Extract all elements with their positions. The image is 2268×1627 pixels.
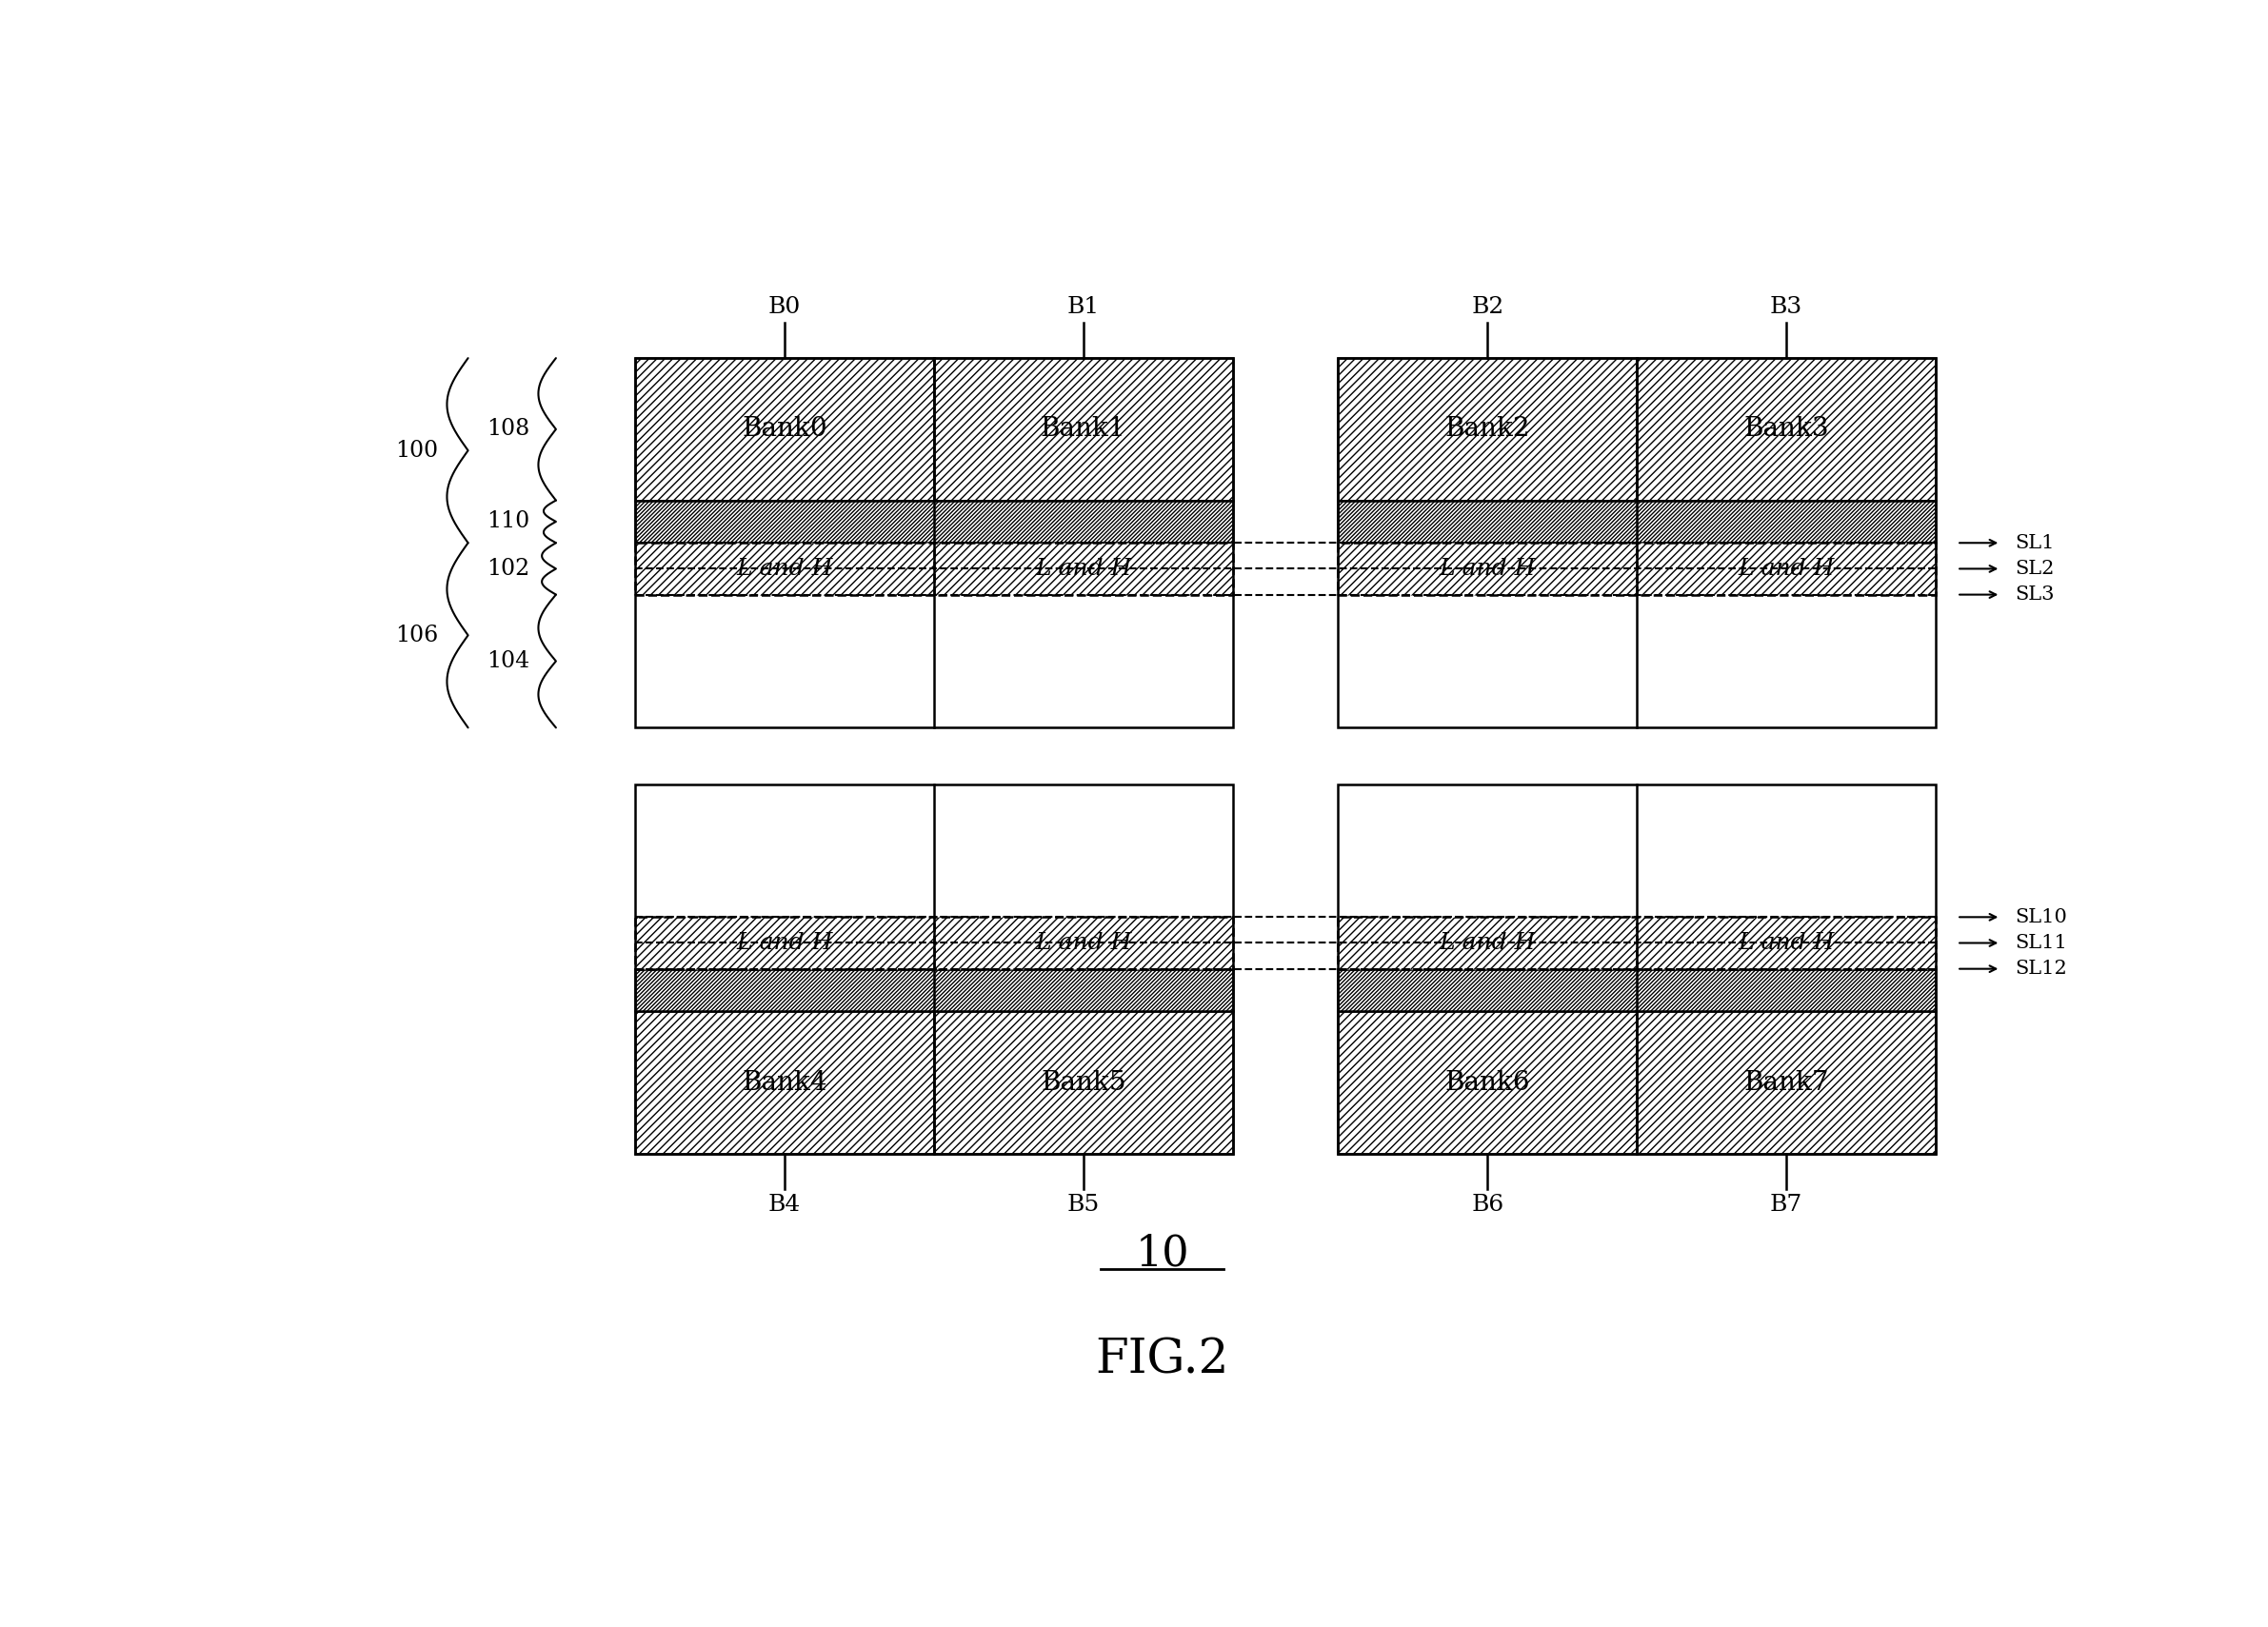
Bar [1338,358,1637,501]
Bar [1338,968,1937,1012]
Text: B3: B3 [1769,296,1803,317]
Text: 100: 100 [395,439,438,462]
Text: 104: 104 [488,651,528,672]
Bar [635,501,1234,543]
Bar [934,1012,1234,1154]
Text: SL11: SL11 [2014,934,2066,952]
Text: Bank6: Bank6 [1445,1069,1531,1095]
Bar [635,918,1234,968]
Text: B2: B2 [1472,296,1504,317]
Bar [635,968,1234,1012]
Text: B4: B4 [769,1194,801,1215]
Text: L and H: L and H [1737,932,1835,953]
Text: Bank0: Bank0 [742,417,828,443]
Bar [1338,501,1937,543]
Text: Bank7: Bank7 [1744,1069,1828,1095]
Text: L and H: L and H [1034,932,1132,953]
Bar [635,543,1234,594]
Text: 106: 106 [395,625,438,646]
Bar [1338,543,1937,594]
Text: L and H: L and H [1440,932,1535,953]
Bar [635,358,1234,727]
Text: L and H: L and H [737,932,832,953]
Text: 102: 102 [488,558,528,579]
Bar [635,358,934,501]
Text: SL2: SL2 [2014,560,2055,578]
Text: 108: 108 [488,418,528,441]
Bar [1637,1012,1937,1154]
Text: B1: B1 [1066,296,1100,317]
Text: Bank4: Bank4 [742,1069,828,1095]
Text: FIG.2: FIG.2 [1095,1337,1229,1385]
Bar [1338,784,1937,1154]
Text: L and H: L and H [1440,558,1535,579]
Text: SL10: SL10 [2014,908,2066,926]
Text: L and H: L and H [737,558,832,579]
Text: B5: B5 [1066,1194,1100,1215]
Bar [635,784,1234,1154]
Text: Bank5: Bank5 [1041,1069,1125,1095]
Text: B7: B7 [1769,1194,1803,1215]
Text: SL1: SL1 [2014,534,2055,552]
Bar [1637,358,1937,501]
Text: B0: B0 [769,296,801,317]
Bar [1338,918,1937,968]
Text: L and H: L and H [1737,558,1835,579]
Bar [934,358,1234,501]
Bar [635,1012,934,1154]
Text: Bank1: Bank1 [1041,417,1125,443]
Bar [1338,358,1937,727]
Text: L and H: L and H [1034,558,1132,579]
Text: Bank2: Bank2 [1445,417,1531,443]
Text: 110: 110 [488,511,528,532]
Text: Bank3: Bank3 [1744,417,1828,443]
Text: SL3: SL3 [2014,586,2055,604]
Text: B6: B6 [1472,1194,1504,1215]
Bar [1338,1012,1637,1154]
Text: 10: 10 [1136,1233,1188,1274]
Text: SL12: SL12 [2014,960,2066,978]
